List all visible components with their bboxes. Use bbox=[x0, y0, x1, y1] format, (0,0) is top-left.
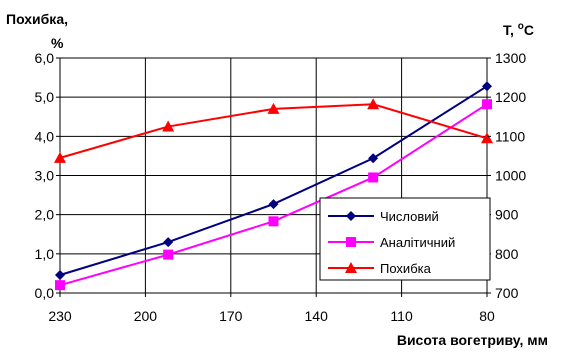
y-right-tick-label: 900 bbox=[495, 207, 519, 223]
y-left-tick-label: 2,0 bbox=[35, 207, 55, 223]
y-right-tick-label: 700 bbox=[495, 285, 519, 301]
x-tick-label: 110 bbox=[390, 308, 413, 324]
legend-marker bbox=[346, 237, 356, 247]
legend-label: Похибка bbox=[380, 261, 432, 276]
y-left-label-line2: % bbox=[51, 35, 64, 51]
y-right-tick-label: 1100 bbox=[495, 128, 525, 144]
ticks-layer: 0,0 1,0 2,0 3,0 4,0 5,0 6,0 700 800 900 1000 1100 12… bbox=[35, 50, 527, 324]
x-tick-label: 170 bbox=[219, 308, 243, 324]
y-left-tick-label: 6,0 bbox=[35, 50, 55, 66]
x-tick-label: 140 bbox=[305, 308, 329, 324]
data-point-marker bbox=[368, 172, 378, 182]
y-right-label: T, oC bbox=[503, 21, 534, 38]
data-point-marker bbox=[163, 237, 173, 247]
y-left-tick-label: 0,0 bbox=[35, 285, 55, 301]
data-point-marker bbox=[55, 270, 65, 280]
data-point-marker bbox=[482, 99, 492, 109]
data-point-marker bbox=[482, 81, 492, 91]
y-left-tick-label: 1,0 bbox=[35, 246, 55, 262]
series-3 bbox=[54, 98, 493, 163]
data-point-marker bbox=[55, 280, 65, 290]
y-right-tick-label: 1000 bbox=[495, 168, 526, 184]
x-axis-label: Висота вогетриву, мм bbox=[397, 332, 548, 348]
legend-label: Числовий bbox=[380, 209, 439, 224]
legend-label: Аналітичний bbox=[380, 235, 455, 250]
y-left-tick-label: 4,0 bbox=[35, 128, 55, 144]
y-right-tick-label: 1300 bbox=[495, 50, 526, 66]
y-left-tick-label: 3,0 bbox=[35, 168, 55, 184]
x-tick-label: 230 bbox=[48, 308, 72, 324]
y-right-label-unit: C bbox=[524, 22, 534, 38]
y-right-tick-label: 800 bbox=[495, 246, 519, 262]
data-point-marker bbox=[163, 250, 173, 260]
legend: Числовий Аналітичний Похибка bbox=[320, 198, 490, 280]
data-point-marker bbox=[368, 153, 378, 163]
x-tick-label: 80 bbox=[479, 308, 495, 324]
y-right-label-main: T, bbox=[503, 22, 518, 38]
data-point-marker bbox=[269, 216, 279, 226]
y-left-label-line1: Похибка, bbox=[6, 11, 68, 27]
data-point-marker bbox=[269, 199, 279, 209]
x-tick-label: 200 bbox=[134, 308, 158, 324]
y-right-tick-label: 1200 bbox=[495, 89, 526, 105]
y-left-tick-label: 5,0 bbox=[35, 89, 55, 105]
